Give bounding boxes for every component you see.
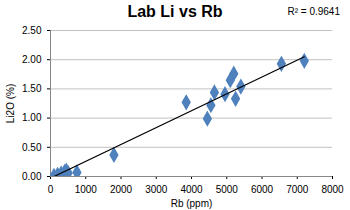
svg-text:Rb (ppm): Rb (ppm) [171,198,213,209]
svg-text:2000: 2000 [110,184,133,195]
html-text:R² = 0.9641: R² = 0.9641 [287,6,340,17]
html-text:Lab Li vs Rb: Lab Li vs Rb [127,3,223,20]
svg-text:Li2O (%): Li2O (%) [5,84,16,123]
svg-text:1.00: 1.00 [22,112,42,123]
svg-text:7000: 7000 [286,184,309,195]
svg-text:5000: 5000 [216,184,239,195]
svg-text:3000: 3000 [145,184,168,195]
svg-text:1.50: 1.50 [22,83,42,94]
svg-text:2.00: 2.00 [22,54,42,65]
svg-text:6000: 6000 [251,184,274,195]
svg-text:2.50: 2.50 [22,25,42,36]
svg-text:4000: 4000 [180,184,203,195]
svg-text:0.50: 0.50 [22,142,42,153]
svg-text:8000: 8000 [321,184,344,195]
svg-text:0: 0 [48,184,54,195]
svg-text:0.00: 0.00 [22,171,42,182]
svg-text:1000: 1000 [75,184,98,195]
